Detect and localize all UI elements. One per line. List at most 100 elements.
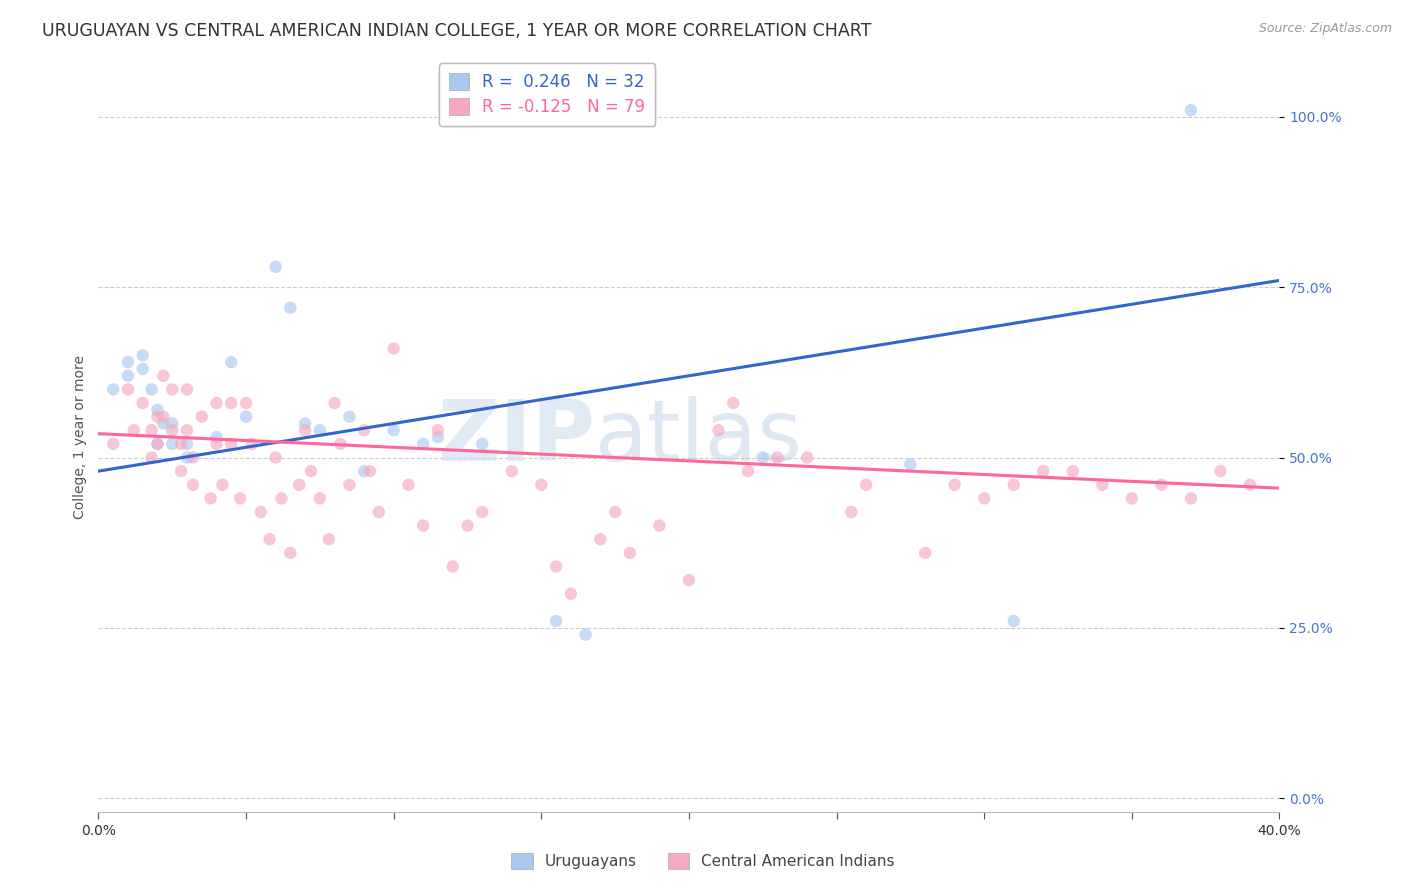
Point	[605, 505, 627, 519]
Point	[546, 614, 568, 628]
Point	[176, 450, 198, 465]
Point	[353, 464, 375, 478]
Point	[117, 355, 139, 369]
Point	[152, 417, 174, 431]
Point	[294, 417, 316, 431]
Point	[1180, 103, 1202, 117]
Point	[117, 368, 139, 383]
Point	[323, 396, 346, 410]
Point	[1239, 477, 1261, 491]
Y-axis label: College, 1 year or more: College, 1 year or more	[73, 355, 87, 519]
Point	[766, 450, 789, 465]
Point	[841, 505, 863, 519]
Point	[339, 477, 361, 491]
Point	[259, 533, 281, 547]
Point	[205, 437, 228, 451]
Point	[181, 450, 204, 465]
Point	[176, 437, 198, 451]
Point	[1209, 464, 1232, 478]
Legend: R =  0.246   N = 32, R = -0.125   N = 79: R = 0.246 N = 32, R = -0.125 N = 79	[439, 63, 655, 127]
Point	[240, 437, 263, 451]
Point	[412, 437, 434, 451]
Point	[471, 505, 494, 519]
Point	[457, 518, 479, 533]
Point	[309, 491, 332, 506]
Point	[288, 477, 311, 491]
Point	[329, 437, 352, 451]
Text: URUGUAYAN VS CENTRAL AMERICAN INDIAN COLLEGE, 1 YEAR OR MORE CORRELATION CHART: URUGUAYAN VS CENTRAL AMERICAN INDIAN COL…	[42, 22, 872, 40]
Point	[723, 396, 745, 410]
Point	[280, 546, 302, 560]
Point	[546, 559, 568, 574]
Point	[398, 477, 420, 491]
Point	[1121, 491, 1143, 506]
Point	[221, 355, 243, 369]
Point	[1180, 491, 1202, 506]
Point	[752, 450, 775, 465]
Point	[943, 477, 966, 491]
Point	[162, 383, 183, 397]
Point	[132, 362, 155, 376]
Point	[221, 396, 243, 410]
Point	[146, 437, 169, 451]
Point	[973, 491, 995, 506]
Point	[560, 587, 582, 601]
Point	[264, 450, 287, 465]
Point	[299, 464, 322, 478]
Point	[678, 573, 700, 587]
Point	[575, 627, 598, 641]
Point	[471, 437, 494, 451]
Point	[589, 533, 612, 547]
Point	[427, 430, 450, 444]
Point	[1002, 477, 1025, 491]
Point	[152, 409, 174, 424]
Point	[353, 423, 375, 437]
Legend: Uruguayans, Central American Indians: Uruguayans, Central American Indians	[505, 847, 901, 875]
Point	[162, 423, 183, 437]
Point	[146, 402, 169, 417]
Point	[368, 505, 391, 519]
Point	[162, 437, 183, 451]
Point	[619, 546, 641, 560]
Text: ZIP: ZIP	[437, 395, 595, 479]
Point	[235, 409, 257, 424]
Point	[181, 477, 204, 491]
Point	[1091, 477, 1114, 491]
Point	[318, 533, 340, 547]
Point	[205, 430, 228, 444]
Point	[103, 383, 125, 397]
Point	[205, 396, 228, 410]
Point	[170, 464, 193, 478]
Point	[264, 260, 287, 274]
Point	[309, 423, 332, 437]
Point	[170, 437, 193, 451]
Point	[250, 505, 273, 519]
Point	[132, 348, 155, 362]
Point	[359, 464, 381, 478]
Point	[737, 464, 759, 478]
Point	[339, 409, 361, 424]
Point	[855, 477, 877, 491]
Point	[280, 301, 302, 315]
Point	[229, 491, 252, 506]
Point	[176, 383, 198, 397]
Point	[152, 368, 174, 383]
Point	[412, 518, 434, 533]
Text: atlas: atlas	[595, 395, 803, 479]
Point	[382, 423, 405, 437]
Point	[117, 383, 139, 397]
Text: Source: ZipAtlas.com: Source: ZipAtlas.com	[1258, 22, 1392, 36]
Point	[235, 396, 257, 410]
Point	[382, 342, 405, 356]
Point	[221, 437, 243, 451]
Point	[132, 396, 155, 410]
Point	[141, 450, 163, 465]
Point	[122, 423, 145, 437]
Point	[191, 409, 214, 424]
Point	[1062, 464, 1084, 478]
Point	[1150, 477, 1173, 491]
Point	[796, 450, 818, 465]
Point	[146, 437, 169, 451]
Point	[211, 477, 233, 491]
Point	[141, 423, 163, 437]
